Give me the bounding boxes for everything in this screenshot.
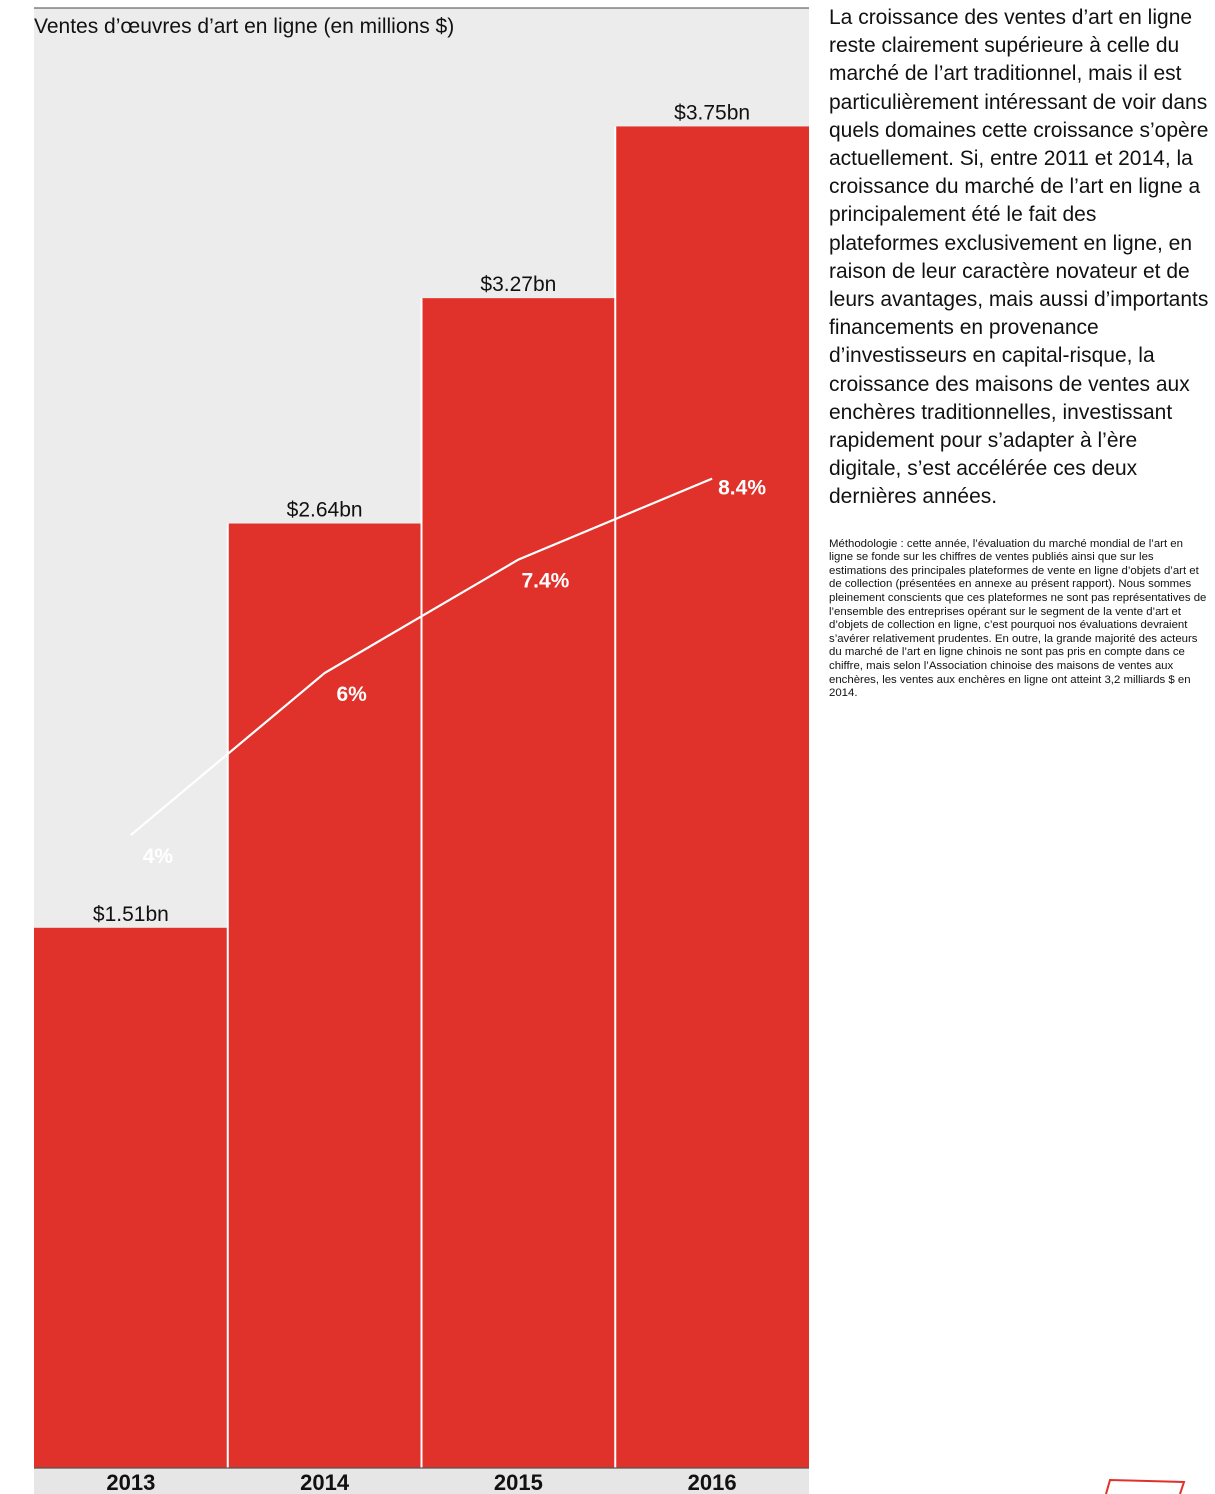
bar-2013: [34, 927, 228, 1468]
bar-2016: [615, 126, 809, 1468]
methodology-note: Méthodologie : cette année, l’évaluation…: [829, 537, 1207, 700]
lede-paragraph: La croissance des ventes d’art en ligne …: [829, 6, 1209, 509]
side-panel: La croissance des ventes d’art en ligne …: [829, 4, 1209, 701]
bar-2014: [227, 523, 422, 1468]
bar-value-label: $2.64bn: [287, 499, 363, 522]
bar-value-label: $3.75bn: [674, 101, 750, 124]
x-tick-label: 2014: [300, 1470, 350, 1494]
growth-value-label: 7.4%: [521, 570, 569, 593]
growth-value-label: 6%: [336, 683, 367, 706]
growth-value-label: 4%: [143, 845, 174, 868]
growth-line-path: [130, 477, 713, 836]
chart: Ventes d’œuvres d’art en ligne (en milli…: [34, 7, 809, 1494]
red-outline-shape-icon: [1105, 1478, 1186, 1494]
bar-value-label: $3.27bn: [480, 273, 556, 296]
x-tick-label: 2016: [688, 1470, 737, 1494]
growth-value-label: 8.4%: [718, 477, 766, 500]
bar-2015: [421, 298, 616, 1469]
bars: $1.51bn $2.64bn $3.27bn $3.75bn: [34, 101, 809, 1469]
x-tick-label: 2015: [494, 1470, 543, 1494]
x-tick-label: 2013: [106, 1470, 155, 1494]
x-axis-ticks: 2013 2014 2015 2016: [106, 1470, 736, 1494]
bar-value-label: $1.51bn: [93, 903, 169, 926]
growth-line: 4% 6% 7.4% 8.4%: [130, 477, 766, 868]
chart-title: Ventes d’œuvres d’art en ligne (en milli…: [34, 15, 454, 38]
x-axis-band: [34, 1468, 809, 1494]
